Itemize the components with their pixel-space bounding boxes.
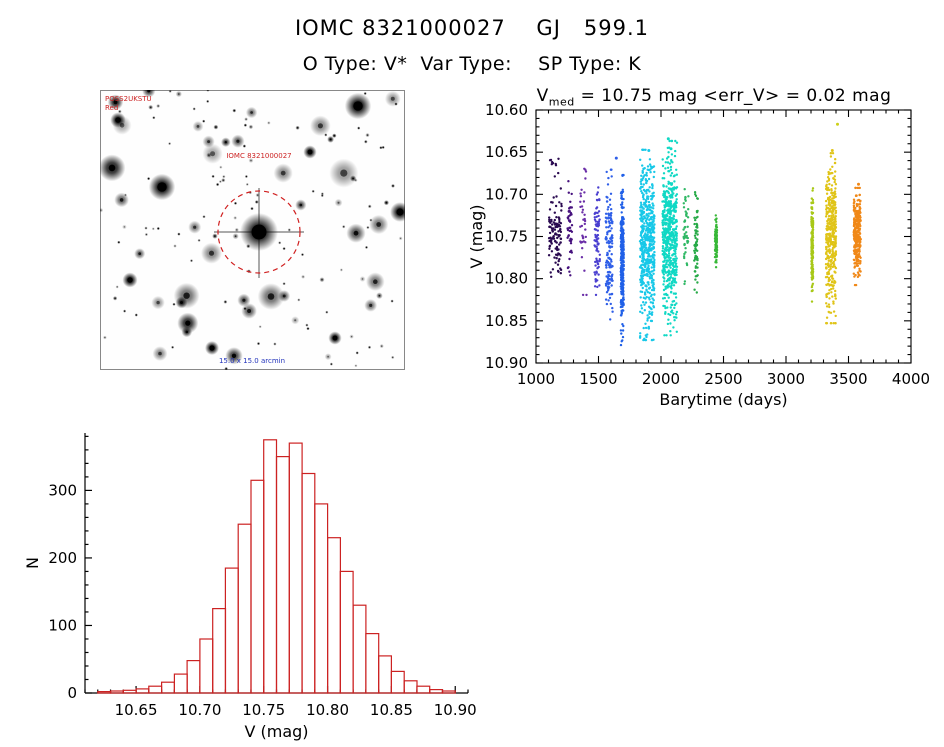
lightcurve-xlabel: Barytime (days) xyxy=(659,390,787,409)
svg-text:10.90: 10.90 xyxy=(485,354,528,372)
histogram-xlabel: V (mag) xyxy=(244,722,308,741)
histogram-plot: 10.65 10.70 10.75 10.80 10.85 10.90 0 100 200 300… xyxy=(20,425,490,747)
svg-text:4000: 4000 xyxy=(892,370,930,388)
svg-text:3000: 3000 xyxy=(767,370,805,388)
svg-text:10.65: 10.65 xyxy=(485,143,528,161)
page-subtitle: O Type: V* Var Type: SP Type: K xyxy=(302,53,642,75)
svg-text:2500: 2500 xyxy=(704,370,742,388)
svg-text:200: 200 xyxy=(48,549,77,567)
background-stars xyxy=(100,90,405,370)
lightcurve-tick-labels: 1000 1500 2000 2500 3000 3500 4000 10.60 10.65 10… xyxy=(485,101,930,388)
svg-text:10.65: 10.65 xyxy=(115,701,158,719)
svg-text:10.75: 10.75 xyxy=(242,701,285,719)
svg-text:1000: 1000 xyxy=(517,370,555,388)
scatter-title: Vmed = 10.75 mag <err_V> = 0.02 mag xyxy=(488,86,940,108)
svg-text:10.75: 10.75 xyxy=(485,228,528,246)
histogram-tick-labels: 10.65 10.70 10.75 10.80 10.85 10.90 0 100 200 300 xyxy=(48,481,476,719)
survey-label-line1: POSS2UKSTU xyxy=(105,95,152,103)
svg-text:10.85: 10.85 xyxy=(485,312,528,330)
svg-text:2000: 2000 xyxy=(642,370,680,388)
svg-text:0: 0 xyxy=(67,684,77,702)
scatter-title-base: V xyxy=(536,86,549,106)
page-title: IOMC 8321000027 GJ 599.1 xyxy=(294,16,650,40)
histogram-bars xyxy=(97,439,456,694)
lightcurve-svg: 1000 1500 2000 2500 3000 3500 4000 10.60 10.65 10… xyxy=(468,101,930,409)
target-star xyxy=(214,188,304,278)
svg-text:3500: 3500 xyxy=(829,370,867,388)
svg-text:300: 300 xyxy=(48,481,77,499)
svg-text:10.80: 10.80 xyxy=(306,701,349,719)
survey-label-line2: Red xyxy=(105,104,118,112)
histogram-svg: 10.65 10.70 10.75 10.80 10.85 10.90 0 100 200 300… xyxy=(23,433,477,741)
svg-text:10.60: 10.60 xyxy=(485,101,528,119)
target-label: IOMC 8321000027 xyxy=(226,152,291,160)
svg-text:10.70: 10.70 xyxy=(485,185,528,203)
lightcurve-axes xyxy=(535,109,912,364)
histogram-ylabel: N xyxy=(23,557,42,569)
scatter-title-subscript: med xyxy=(548,95,575,109)
svg-text:10.85: 10.85 xyxy=(370,701,413,719)
svg-text:10.70: 10.70 xyxy=(178,701,221,719)
svg-text:10.80: 10.80 xyxy=(485,270,528,288)
photometric-aperture-circle xyxy=(217,190,301,274)
lightcurve-ylabel: V (mag) xyxy=(468,204,486,268)
svg-text:1500: 1500 xyxy=(579,370,617,388)
lightcurve-points xyxy=(547,122,862,347)
svg-text:10.90: 10.90 xyxy=(434,701,477,719)
fov-label: 15.0 x 15.0 arcmin xyxy=(219,357,285,365)
svg-text:100: 100 xyxy=(48,616,77,634)
lightcurve-plot: 1000 1500 2000 2500 3000 3500 4000 10.60 10.65 10… xyxy=(468,80,944,420)
finding-chart: POSS2UKSTU Red IOMC 8321000027 15.0 x 15.0 … xyxy=(100,90,405,370)
scatter-title-rest: = 10.75 mag <err_V> = 0.02 mag xyxy=(574,86,892,106)
